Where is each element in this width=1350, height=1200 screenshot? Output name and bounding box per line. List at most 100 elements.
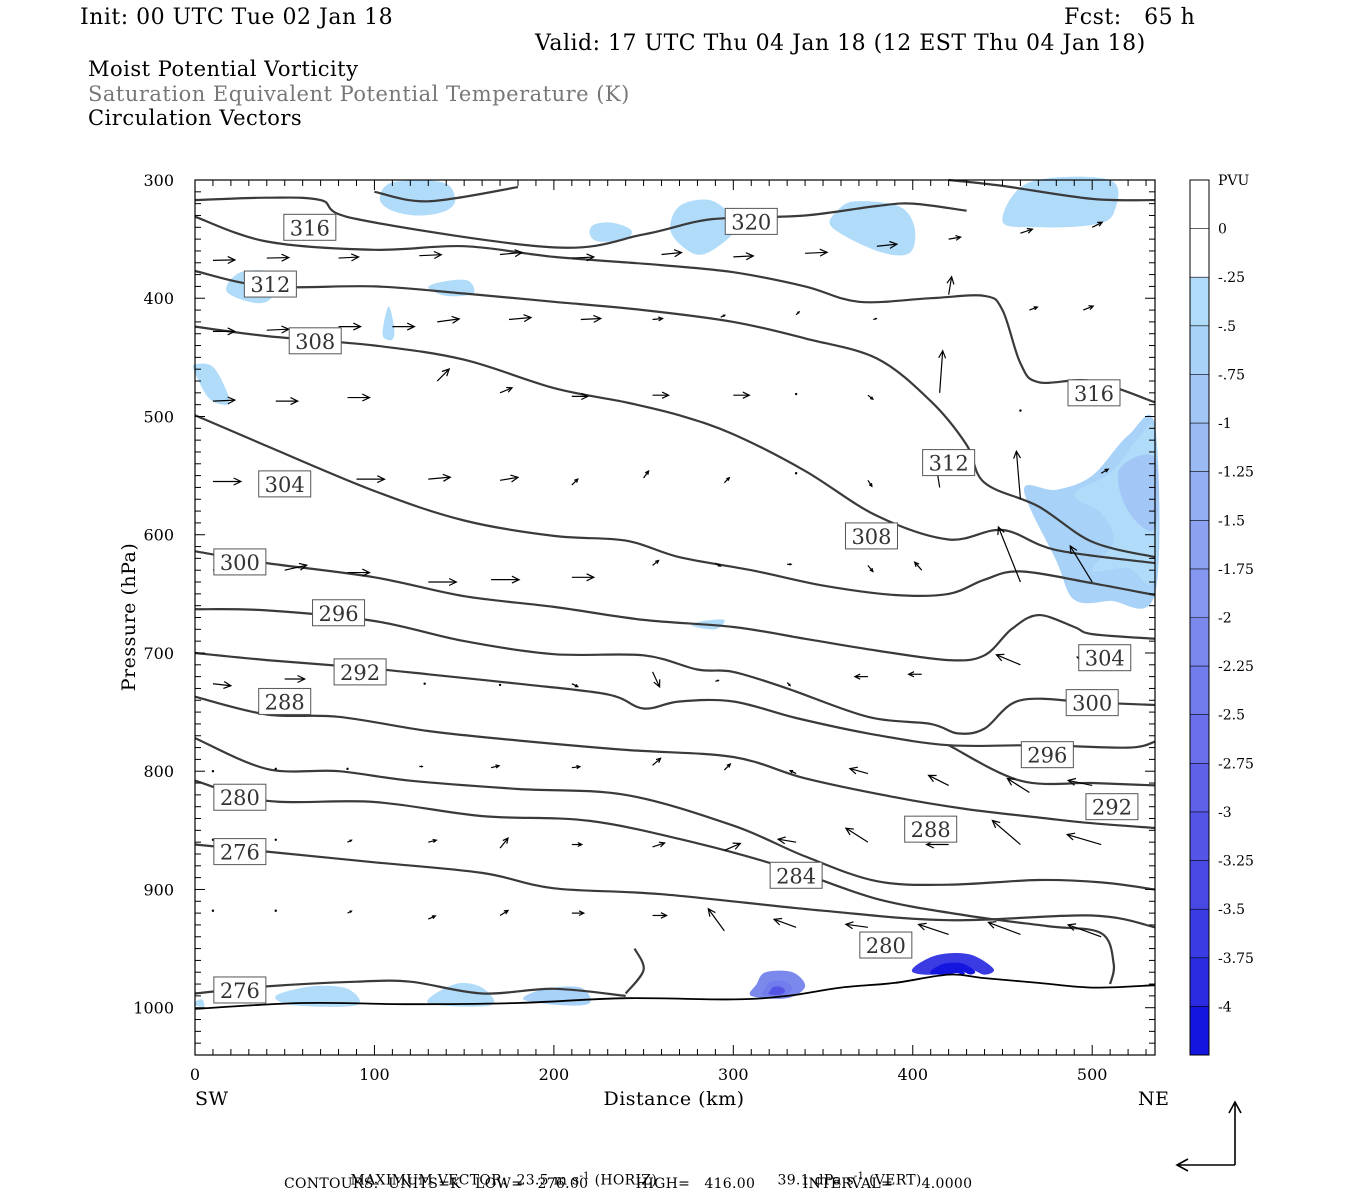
vector-18 (508, 314, 533, 323)
contour-label-300-1: 300 (1065, 689, 1119, 717)
colorbar-swatch-17 (1190, 1006, 1209, 1056)
vector-shaft-3 (419, 254, 442, 257)
y-axis-label: Pressure (hPa) (118, 543, 140, 692)
contour-label-292-0: 292 (333, 658, 387, 686)
contour-276-1 (194, 979, 626, 997)
vector-53 (284, 562, 309, 571)
vector-59 (715, 562, 722, 567)
contour-284-4 (194, 737, 1156, 891)
vector-head-97 (658, 841, 666, 848)
y-tick-label-900: 900 (143, 880, 174, 899)
pv-region-11 (1117, 454, 1159, 532)
pv-region-1 (589, 222, 632, 242)
contour-label-288-1: 288 (904, 815, 958, 843)
vector-shaft-103 (1066, 833, 1102, 846)
vector-head-113 (844, 921, 854, 930)
contour-label-text: 288 (911, 818, 951, 842)
vector-35 (794, 392, 798, 396)
contour-280-3 (624, 948, 645, 995)
vector-shaft-37 (939, 350, 944, 393)
contour-label-box (312, 599, 366, 627)
x-tick-label-300: 300 (718, 1065, 749, 1084)
vector-head-36 (869, 396, 874, 401)
colorbar-swatch-0 (1190, 180, 1209, 230)
x-axis-label: Distance (km) (603, 1088, 744, 1110)
vector-shaft-98 (724, 842, 741, 851)
contour-label-text: 312 (250, 273, 290, 297)
vector-head-75 (907, 671, 915, 678)
contour-label-text: 280 (220, 786, 260, 810)
vector-107 (428, 915, 437, 920)
vector-head-107 (431, 915, 437, 919)
colorbar-swatch-12 (1190, 763, 1209, 813)
colorbar-swatch-9 (1190, 617, 1209, 667)
vector-shaft-19 (580, 317, 601, 321)
pv-region-0 (379, 180, 456, 216)
vector-89 (1006, 777, 1030, 794)
vector-head-12 (1097, 221, 1104, 227)
colorbar-label-8: -2 (1218, 611, 1232, 627)
vector-shaft-108 (499, 909, 509, 916)
vector-34 (733, 391, 751, 399)
vector-head-81 (420, 765, 424, 768)
contour-label-text: 308 (295, 330, 335, 354)
contour-label-box (1067, 379, 1121, 407)
vector-shaft-87 (849, 768, 869, 775)
contour-320-15 (374, 186, 519, 203)
colorbar-label-3: -.75 (1218, 367, 1245, 383)
vector-58 (652, 559, 660, 566)
vector-61 (867, 565, 874, 573)
vector-head-44 (574, 478, 579, 483)
vector-96 (571, 842, 584, 848)
vector-shaft-6 (661, 251, 682, 256)
vector-21 (720, 314, 727, 318)
vector-head-22 (797, 310, 801, 314)
vector-head-34 (742, 391, 751, 399)
contour-label-296-0: 296 (312, 599, 366, 627)
vector-head-20 (658, 316, 664, 322)
vector-head-59 (717, 563, 722, 567)
contour-label-box (213, 976, 267, 1004)
vector-19 (580, 314, 603, 323)
vert-vector-note: 39.1 dPa s-1 (VERT) (768, 1158, 922, 1188)
contour-308-11 (194, 325, 1156, 565)
contour-320-14 (194, 196, 967, 249)
vector-70 (571, 683, 579, 688)
vector-28 (275, 397, 300, 406)
contour-label-box (283, 213, 337, 241)
pv-region-8 (192, 363, 230, 405)
vector-71 (652, 671, 661, 689)
contour-label-box (904, 815, 958, 843)
vector-head-42 (442, 473, 452, 482)
vector-51 (1100, 468, 1110, 474)
vector-shaft-20 (652, 317, 663, 321)
vector-72 (715, 679, 720, 682)
vector-head-30 (441, 368, 451, 377)
vector-76 (995, 653, 1021, 666)
vector-head-0 (227, 256, 237, 265)
vector-shaft-115 (988, 921, 1021, 935)
colorbar-label-2: -.5 (1218, 319, 1236, 335)
vector-head-102 (991, 819, 1001, 829)
pv-region-4 (1002, 176, 1119, 228)
vector-42 (428, 473, 452, 482)
contour-labels: 276 276 280 280 284 288 288 292 292 296 296 300 300 3… (213, 207, 1139, 1004)
vector-55 (428, 577, 458, 587)
contour-label-text: 312 (929, 452, 969, 476)
vector-head-32 (581, 392, 590, 401)
contour-label-280-1: 280 (859, 931, 913, 959)
vector-dot-79 (274, 767, 277, 771)
vector-shaft-89 (1007, 777, 1030, 794)
vector-80 (346, 767, 349, 771)
colorbar-swatch-3 (1190, 325, 1209, 375)
vector-head-31 (506, 386, 514, 393)
vector-shaft-113 (845, 923, 868, 928)
vector-69 (498, 683, 502, 687)
contour-label-292-1: 292 (1085, 793, 1139, 821)
vector-head-66 (297, 674, 307, 684)
y-tick-label-1000: 1000 (133, 999, 174, 1018)
vector-shaft-50 (1015, 451, 1022, 500)
vector-shaft-114 (918, 923, 949, 935)
colorbar-label-10: -2.5 (1218, 708, 1245, 724)
